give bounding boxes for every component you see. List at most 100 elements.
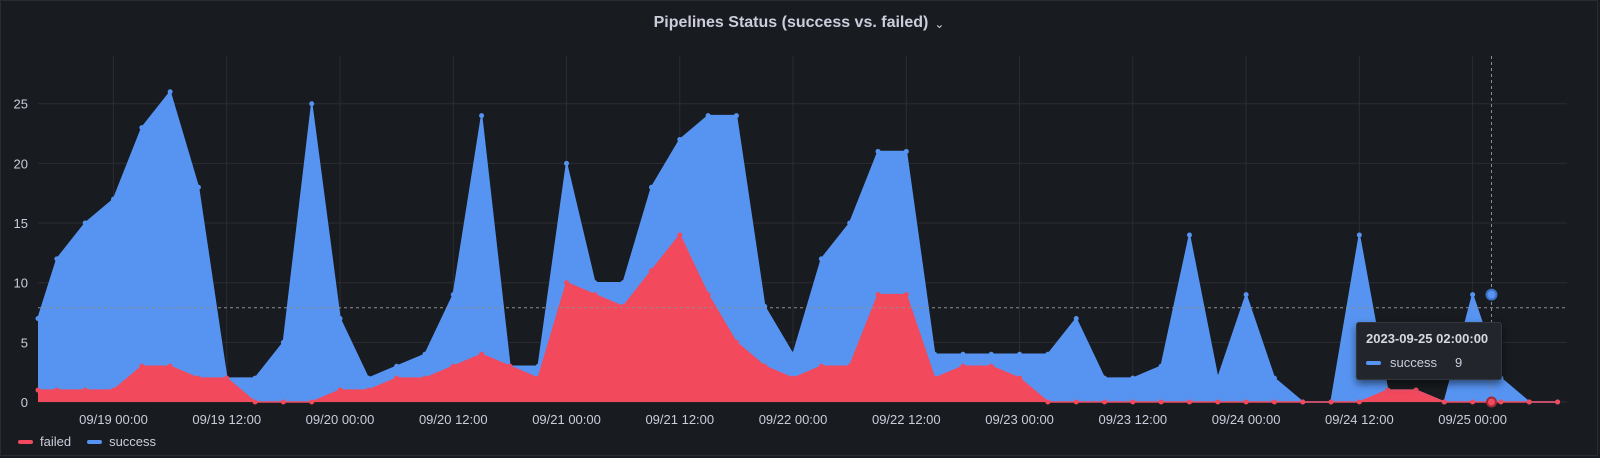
tooltip-row: success 9 [1366,355,1492,370]
data-point-failed [932,375,938,381]
data-point-failed [139,363,145,369]
x-tick-label-12: 09/25 00:00 [1438,412,1507,427]
y-tick-label-0: 0 [21,395,28,410]
data-point-success [1356,232,1362,238]
data-point-success [35,315,41,321]
data-point-failed [35,387,41,393]
data-point-failed [1243,399,1249,405]
data-point-failed [1130,399,1136,405]
x-tick-label-11: 09/24 12:00 [1325,412,1394,427]
x-tick-label-2: 09/20 00:00 [306,412,375,427]
data-point-failed [1215,399,1221,405]
data-point-success [422,351,428,357]
data-point-success [988,351,994,357]
data-point-success [139,125,145,131]
data-point-success [847,220,853,226]
data-point-success [903,148,909,154]
tooltip-swatch-success [1366,360,1381,365]
y-tick-label-5: 5 [21,335,28,350]
data-point-failed [648,268,654,274]
data-point-failed [847,363,853,369]
tooltip-value: 9 [1454,355,1463,370]
x-tick-label-7: 09/22 12:00 [872,412,941,427]
data-point-success [1130,375,1136,381]
data-point-success [592,280,598,286]
data-point-failed [507,363,513,369]
data-point-failed [1555,399,1561,405]
data-point-success [167,89,173,95]
legend: failed success [18,434,156,449]
data-point-success [1102,375,1108,381]
panel-header[interactable]: Pipelines Status (success vs. failed) ⌄ [1,1,1597,45]
data-point-success [1017,351,1023,357]
data-point-failed [1526,399,1532,405]
hover-point-failed [1485,396,1497,408]
data-point-failed [1073,399,1079,405]
data-point-success [1073,315,1079,321]
data-point-success [111,196,117,202]
data-point-failed [762,363,768,369]
panel-title[interactable]: Pipelines Status (success vs. failed) [653,14,929,31]
data-point-failed [1045,399,1051,405]
data-point-failed [252,399,258,405]
data-point-failed [1328,399,1334,405]
data-point-failed [167,363,173,369]
data-point-success [1470,292,1476,298]
data-point-failed [309,399,315,405]
data-point-failed [790,375,796,381]
data-point-failed [818,363,824,369]
data-point-success [1215,375,1221,381]
data-point-failed [705,292,711,298]
data-point-success [620,280,626,286]
data-point-failed [1356,399,1362,405]
data-point-failed [564,280,570,286]
data-point-failed [337,387,343,393]
data-point-failed [54,387,60,393]
chevron-down-icon[interactable]: ⌄ [934,17,945,31]
data-point-failed [1413,387,1419,393]
data-point-failed [875,292,881,298]
y-tick-label-15: 15 [14,216,28,231]
data-point-success [450,292,456,298]
data-point-failed [677,232,683,238]
data-point-failed [195,375,201,381]
hover-tooltip: 2023-09-25 02:00:00 success 9 [1356,322,1502,380]
data-point-success [394,363,400,369]
data-point-success [82,220,88,226]
data-point-success [535,363,541,369]
data-point-failed [903,292,909,298]
data-point-failed [1017,375,1023,381]
data-point-success [365,375,371,381]
x-tick-label-0: 09/19 00:00 [79,412,148,427]
x-tick-label-8: 09/23 00:00 [985,412,1054,427]
series-area-success [38,91,1558,403]
data-point-failed [1102,399,1108,405]
data-point-failed [365,387,371,393]
x-tick-label-3: 09/20 12:00 [419,412,488,427]
legend-label-failed: failed [40,434,72,449]
x-tick-label-4: 09/21 00:00 [532,412,601,427]
data-point-failed [1158,399,1164,405]
legend-item-success[interactable]: success [87,434,156,449]
series-area-failed [38,234,1558,402]
data-point-success [960,351,966,357]
x-tick-label-9: 09/23 12:00 [1098,412,1167,427]
data-point-success [309,101,315,107]
hover-point-success [1485,288,1498,301]
data-point-failed [620,304,626,310]
legend-swatch-failed [18,439,33,444]
legend-label-success: success [109,434,157,449]
data-point-failed [733,339,739,345]
data-point-success [1243,292,1249,298]
data-point-success [195,184,201,190]
tooltip-series-name: success [1390,355,1437,370]
data-point-failed [1385,387,1391,393]
data-point-success [54,256,60,262]
data-point-failed [1271,399,1277,405]
data-point-failed [960,363,966,369]
legend-item-failed[interactable]: failed [18,434,71,449]
data-point-failed [1498,399,1504,405]
x-tick-label-6: 09/22 00:00 [759,412,828,427]
y-tick-label-20: 20 [14,156,28,171]
